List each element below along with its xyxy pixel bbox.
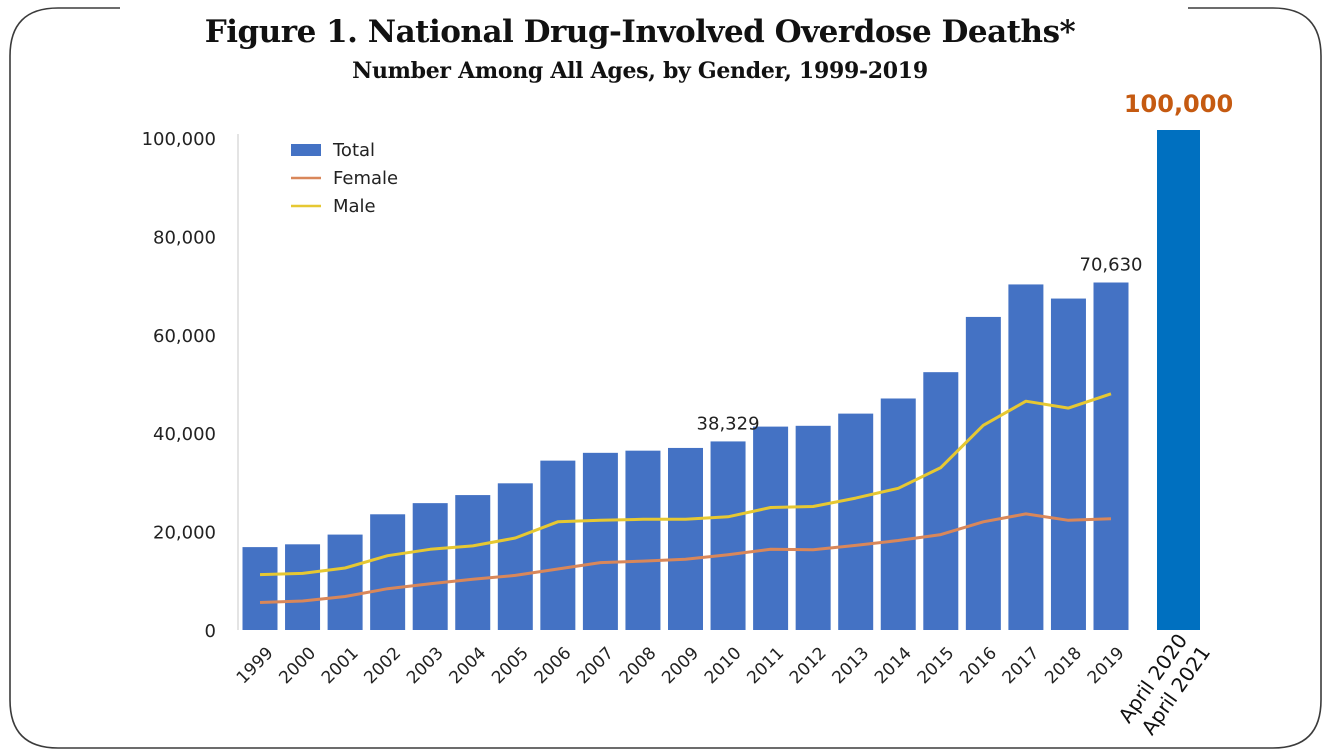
bar-total [625, 450, 661, 630]
x-tick-label: 2013 [829, 643, 874, 688]
legend-label: Total [332, 140, 375, 161]
bar-total [1050, 298, 1086, 630]
bar-total [710, 441, 746, 630]
bar-total [880, 398, 916, 630]
bar-total [582, 452, 618, 630]
y-tick-label: 80,000 [153, 227, 216, 248]
bar-total [795, 425, 831, 630]
x-tick-label: 2002 [360, 643, 405, 688]
bar-april-2020-2021 [1157, 130, 1200, 630]
x-tick-label: 2008 [616, 643, 661, 688]
x-tick-label: 2019 [1084, 643, 1129, 688]
extra-bar-value-label: 100,000 [1124, 90, 1233, 118]
x-tick-label: 2015 [914, 643, 959, 688]
chart-subtitle: Number Among All Ages, by Gender, 1999-2… [352, 58, 928, 84]
x-tick-label: 2004 [446, 643, 491, 688]
bar-total [497, 483, 533, 630]
x-tick-label: 2006 [531, 643, 576, 688]
bar-total [370, 514, 406, 630]
x-tick-label: 2007 [573, 643, 618, 688]
x-tick-label: 2016 [956, 643, 1001, 688]
x-tick-label: 2014 [871, 643, 916, 688]
x-tick-label: 2017 [999, 643, 1044, 688]
bar-total [540, 460, 576, 630]
chart-title: Figure 1. National Drug-Involved Overdos… [204, 14, 1076, 50]
y-tick-label: 0 [205, 621, 216, 642]
bar-total [285, 544, 321, 630]
bar-total [327, 534, 363, 630]
x-tick-label: 2003 [403, 643, 448, 688]
bar-total [1008, 284, 1044, 630]
bar-total [242, 547, 278, 630]
y-tick-label: 60,000 [153, 326, 216, 347]
bar-total [753, 426, 789, 630]
x-tick-label: 2011 [743, 643, 788, 688]
bar-total [838, 413, 874, 630]
line-female [259, 512, 1112, 604]
chart-plot: 0 20,000 40,000 60,000 80,000 100,000 19992000… [142, 90, 1234, 739]
y-tick-label: 100,000 [142, 129, 216, 150]
x-tick-label: 2012 [786, 643, 831, 688]
x-tick-label: 2018 [1041, 643, 1086, 688]
legend-swatch-total [291, 144, 321, 156]
data-label: 38,329 [697, 413, 760, 434]
x-tick-label: 2009 [658, 643, 703, 688]
x-tick-label: 2010 [701, 643, 746, 688]
legend-label: Male [333, 196, 376, 217]
bar-total [965, 316, 1001, 630]
y-tick-label: 20,000 [153, 523, 216, 544]
x-tick-label: 2005 [488, 643, 533, 688]
bar-total [923, 372, 959, 630]
bar-total [668, 447, 703, 630]
x-tick-label: 1999 [233, 643, 278, 688]
legend-label: Female [333, 168, 398, 189]
data-label: 70,630 [1080, 255, 1143, 276]
rounded-border [9, 7, 1322, 749]
bar-total [1093, 282, 1129, 630]
y-tick-label: 40,000 [153, 424, 216, 445]
x-tick-label: 2000 [275, 643, 320, 688]
x-tick-label: 2001 [318, 643, 363, 688]
bar-total [412, 503, 448, 630]
bar-total [455, 495, 491, 630]
line-male [259, 392, 1112, 577]
